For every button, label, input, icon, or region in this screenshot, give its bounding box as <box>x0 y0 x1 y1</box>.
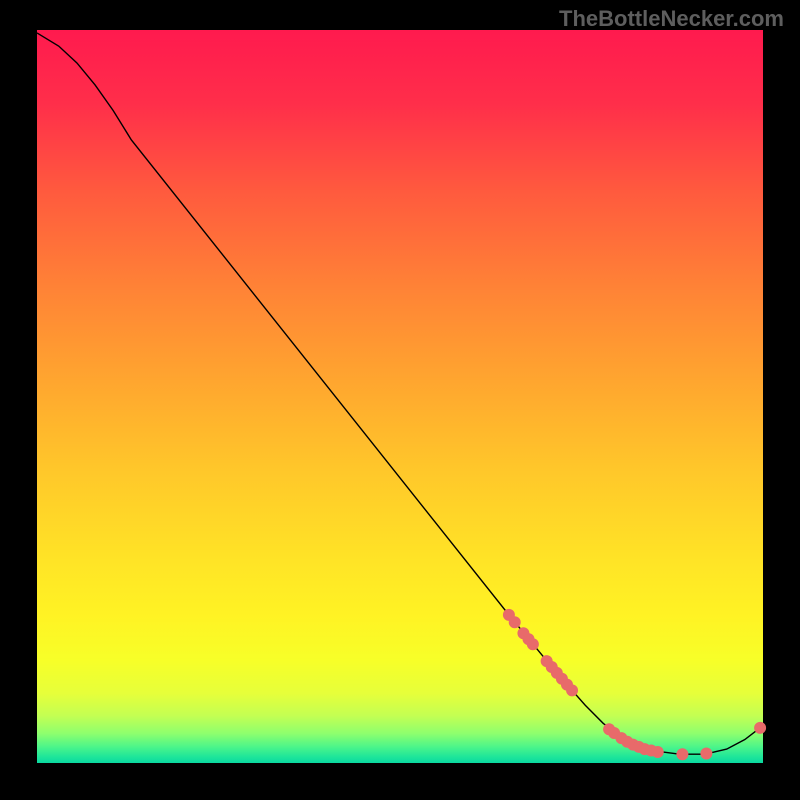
marker-point <box>701 748 712 759</box>
marker-point <box>652 747 663 758</box>
watermark-text: TheBottleNecker.com <box>559 6 784 32</box>
chart-frame: TheBottleNecker.com <box>0 0 800 800</box>
chart-overlay <box>37 30 763 763</box>
marker-point <box>677 749 688 760</box>
marker-group <box>503 609 765 759</box>
plot-area <box>37 30 763 763</box>
marker-point <box>567 685 578 696</box>
marker-point <box>755 722 766 733</box>
marker-point <box>509 617 520 628</box>
marker-point <box>527 639 538 650</box>
curve-line <box>37 33 760 754</box>
